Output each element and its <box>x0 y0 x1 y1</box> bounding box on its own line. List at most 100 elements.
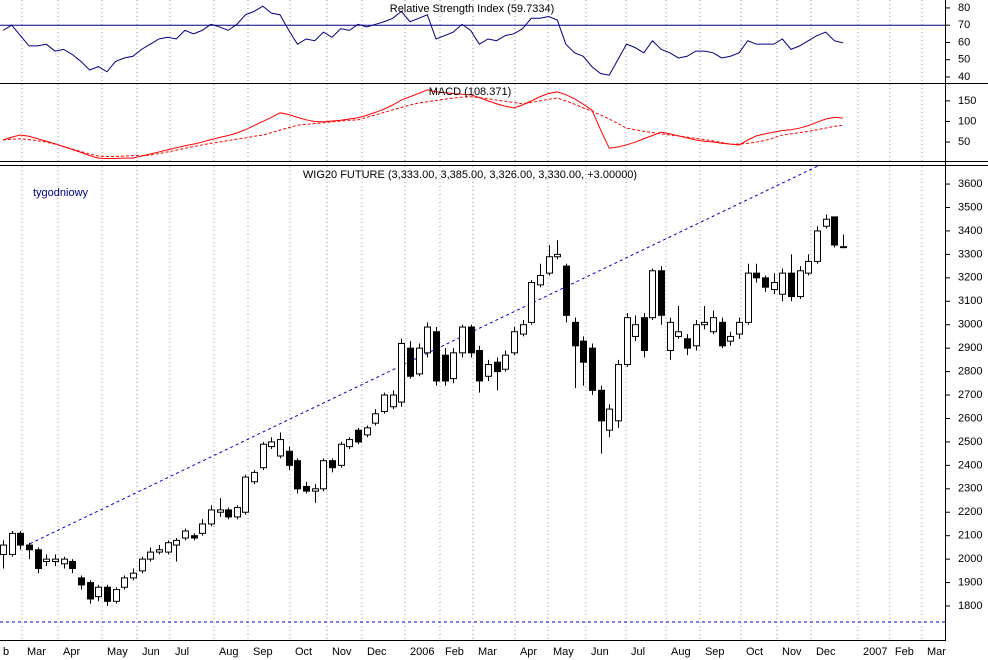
x-tick-label: 2007 <box>863 646 887 658</box>
y-tick-label: 50 <box>958 54 970 66</box>
candle-body <box>667 321 674 351</box>
y-tick-label: 2800 <box>958 365 982 377</box>
x-tick-label: Aug <box>671 646 691 658</box>
candle-body <box>745 272 752 323</box>
candle-body <box>546 256 553 274</box>
candle-body <box>69 560 76 570</box>
candle-body <box>225 509 232 518</box>
candle-body <box>208 509 215 525</box>
candle-body <box>355 429 362 443</box>
y-tick-label: 3200 <box>958 272 982 284</box>
candle-body <box>95 586 102 598</box>
candle-body <box>35 549 42 570</box>
candle-body <box>675 331 682 337</box>
macd-panel <box>2 84 923 161</box>
candle-body <box>251 471 258 483</box>
candle-body <box>563 265 570 316</box>
y-tick-label: 50 <box>958 136 970 148</box>
candle-body <box>9 532 16 555</box>
candle-body <box>779 272 786 295</box>
candle-body <box>572 321 579 347</box>
candle-body <box>61 558 68 565</box>
candle-body <box>294 460 301 490</box>
x-tick-label: Nov <box>782 646 802 658</box>
y-tick-label: 3600 <box>958 178 982 190</box>
candle-body <box>147 551 154 560</box>
x-tick-label: Dec <box>816 646 836 658</box>
candle-body <box>242 476 249 513</box>
y-tick-label: 60 <box>958 36 970 48</box>
x-tick-label: 2006 <box>410 646 434 658</box>
candle-body <box>191 535 198 539</box>
x-tick-label: Jun <box>591 646 609 658</box>
candle-body <box>78 577 85 586</box>
x-tick-label: Oct <box>295 646 312 658</box>
y-tick-label: 2000 <box>958 553 982 565</box>
y-tick-label: 3100 <box>958 295 982 307</box>
candle-body <box>511 331 518 354</box>
candle-body <box>823 218 830 227</box>
candle-body <box>113 589 120 602</box>
y-tick-label: 2200 <box>958 506 982 518</box>
y-tick-label: 2900 <box>958 342 982 354</box>
x-tick-label: Oct <box>746 646 763 658</box>
candle-body <box>381 394 388 412</box>
y-tick-label: 2300 <box>958 483 982 495</box>
candle-body <box>43 558 50 562</box>
candle-body <box>87 582 94 600</box>
candle-body <box>693 324 700 347</box>
x-tick-label: Mar <box>478 646 497 658</box>
candle-body <box>719 321 726 347</box>
x-tick-label: May <box>553 646 574 658</box>
candle-body <box>277 439 284 457</box>
annotation: tygodniowy <box>33 187 89 199</box>
y-tick-label: 3500 <box>958 201 982 213</box>
candle-body <box>598 389 605 422</box>
candle-body <box>104 586 111 602</box>
candle-body <box>762 277 769 288</box>
candle-body <box>182 530 189 539</box>
candle-body <box>554 253 561 258</box>
y-tick-label: 2100 <box>958 530 982 542</box>
candle-body <box>727 335 734 342</box>
y-tick-label: 1800 <box>958 600 982 612</box>
candle-body <box>217 509 224 513</box>
candle-body <box>840 246 847 249</box>
candle-body <box>139 558 146 572</box>
x-tick-label: May <box>107 646 128 658</box>
x-tick-label: Jun <box>142 646 160 658</box>
candle-body <box>753 272 760 279</box>
candle-body <box>199 523 206 534</box>
candle-body <box>494 361 501 373</box>
candle-body <box>710 317 717 333</box>
candle-body <box>17 532 24 546</box>
x-tick-label: Mar <box>27 646 46 658</box>
candle-body <box>121 577 128 588</box>
candle-body <box>407 347 414 377</box>
candle-body <box>338 443 345 466</box>
candle-body <box>173 539 180 546</box>
candle-body <box>156 549 163 553</box>
candle-body <box>260 443 267 469</box>
price-title: WIG20 FUTURE (3,333.00, 3,385.00, 3,326.… <box>303 169 637 181</box>
rsi-panel <box>0 0 945 83</box>
candle-body <box>165 542 172 553</box>
candle-body <box>26 544 33 551</box>
candle-body <box>606 408 613 431</box>
candle-body <box>615 364 622 422</box>
candle-body <box>520 324 527 335</box>
x-tick-label: Apr <box>520 646 537 658</box>
candle-body <box>468 326 475 354</box>
candle-body <box>701 321 708 326</box>
candle-body <box>416 347 423 375</box>
y-tick-label: 150 <box>958 95 976 107</box>
x-tick-label: Dec <box>367 646 387 658</box>
candle-body <box>303 485 310 492</box>
series-line <box>2 96 844 157</box>
candle-body <box>580 340 587 363</box>
candle-body <box>459 326 466 354</box>
candle-body <box>485 364 492 377</box>
candle-body <box>641 317 648 351</box>
candle-body <box>372 413 379 424</box>
